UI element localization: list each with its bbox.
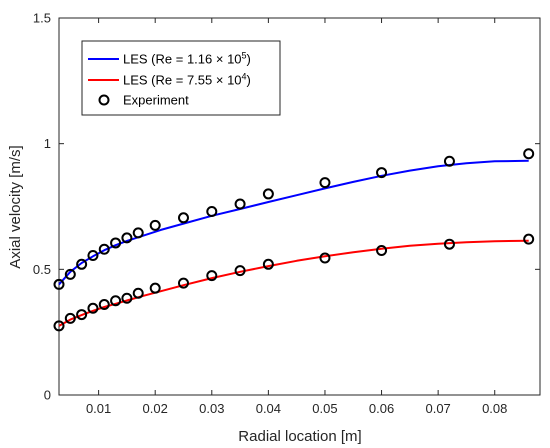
legend-label-end: ) bbox=[247, 73, 251, 88]
experiment-point bbox=[121, 232, 133, 244]
y-axis: 0 0.5 1 1.5 bbox=[33, 11, 540, 403]
experiment-point bbox=[121, 292, 133, 304]
series-line-0 bbox=[58, 159, 529, 286]
experiment-point bbox=[523, 148, 535, 160]
experiment-point bbox=[132, 287, 144, 299]
experiment-point bbox=[76, 258, 88, 270]
experiment-point bbox=[376, 167, 388, 179]
x-tick-label: 0.03 bbox=[199, 401, 224, 416]
legend-label-exponent: 5 bbox=[242, 51, 247, 61]
series-layer bbox=[53, 148, 535, 332]
y-axis-title: Axial velocity [m/s] bbox=[7, 145, 24, 268]
legend-box bbox=[81, 40, 281, 116]
y-tick-label: 1 bbox=[44, 136, 51, 151]
legend-label-end: ) bbox=[247, 52, 251, 67]
experiment-point bbox=[53, 320, 65, 332]
experiment-point bbox=[76, 309, 88, 321]
experiment-point bbox=[262, 188, 274, 200]
experiment-point bbox=[149, 219, 161, 231]
x-tick-label: 0.02 bbox=[143, 401, 168, 416]
experiment-point bbox=[98, 243, 110, 255]
legend-label: LES (Re = 1.16 × 105) bbox=[123, 51, 251, 67]
experiment-point bbox=[443, 238, 455, 250]
experiment-point bbox=[177, 277, 189, 289]
experiment-point bbox=[110, 237, 122, 249]
experiment-point bbox=[234, 265, 246, 277]
experiment-point bbox=[110, 295, 122, 307]
y-tick-label: 1.5 bbox=[33, 11, 51, 26]
legend-label-main: LES (Re = 7.55 × 10 bbox=[123, 73, 242, 88]
experiment-point bbox=[206, 206, 218, 218]
experiment-point bbox=[319, 177, 331, 189]
x-tick-label: 0.01 bbox=[86, 401, 111, 416]
x-tick-label: 0.08 bbox=[482, 401, 507, 416]
legend-label-main: Experiment bbox=[123, 93, 189, 108]
legend-marker-swatch bbox=[98, 94, 110, 106]
experiment-point bbox=[206, 270, 218, 282]
legend-label-exponent: 4 bbox=[242, 72, 247, 82]
experiment-point bbox=[87, 250, 99, 262]
experiment-point bbox=[523, 233, 535, 245]
experiment-point bbox=[177, 212, 189, 224]
experiment-point bbox=[87, 302, 99, 314]
experiment-point bbox=[53, 278, 65, 290]
experiment-point bbox=[64, 268, 76, 280]
experiment-point bbox=[234, 198, 246, 210]
legend-label: Experiment bbox=[123, 93, 189, 108]
experiment-point bbox=[98, 299, 110, 311]
legend: LES (Re = 1.16 × 105)LES (Re = 7.55 × 10… bbox=[81, 40, 281, 116]
legend-label-main: LES (Re = 1.16 × 10 bbox=[123, 52, 242, 67]
x-tick-label: 0.04 bbox=[256, 401, 281, 416]
experiment-point bbox=[319, 252, 331, 264]
x-axis-title: Radial location [m] bbox=[238, 428, 361, 445]
experiment-point bbox=[376, 244, 388, 256]
legend-label: LES (Re = 7.55 × 104) bbox=[123, 72, 251, 88]
experiment-point bbox=[443, 155, 455, 167]
x-tick-label: 0.05 bbox=[312, 401, 337, 416]
series-line-1 bbox=[58, 239, 529, 327]
experiment-point bbox=[149, 282, 161, 294]
experiment-point bbox=[64, 312, 76, 324]
y-tick-label: 0 bbox=[44, 388, 51, 403]
y-tick-label: 0.5 bbox=[33, 262, 51, 277]
experiment-point bbox=[132, 227, 144, 239]
x-axis: 0.01 0.02 0.03 0.04 0.05 0.06 0.07 0.08 bbox=[86, 18, 507, 416]
x-tick-label: 0.07 bbox=[425, 401, 450, 416]
experiment-point bbox=[262, 258, 274, 270]
x-tick-label: 0.06 bbox=[369, 401, 394, 416]
